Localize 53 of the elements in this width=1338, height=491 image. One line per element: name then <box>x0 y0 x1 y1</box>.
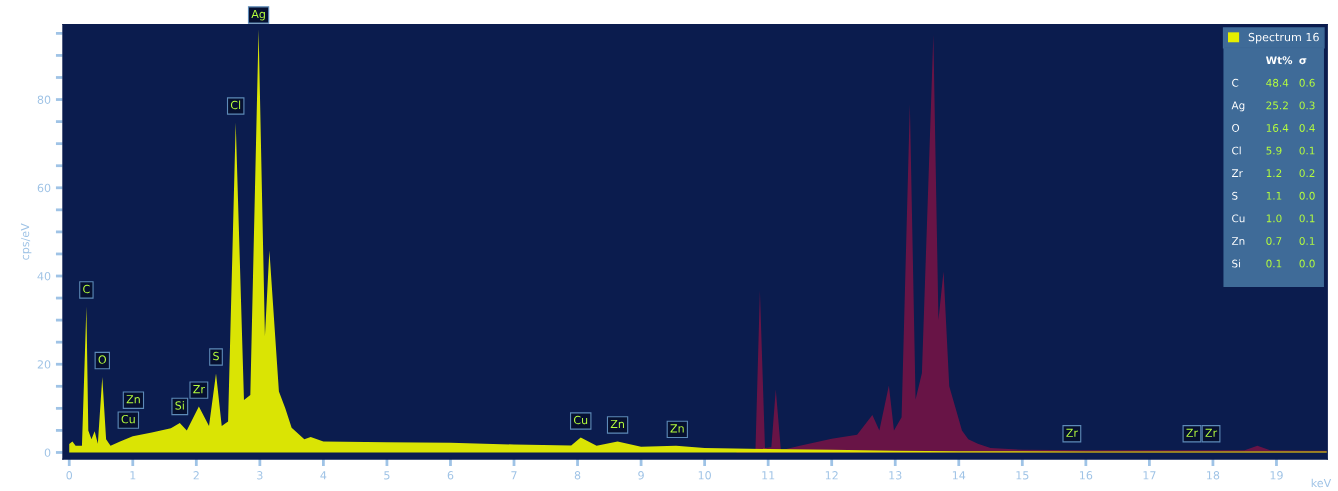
x-tick-label: 16 <box>1080 471 1093 480</box>
annotation: Wt% σ <box>1265 56 1307 65</box>
y-tick-label: 40 <box>37 271 51 281</box>
text: Zr 1.2 0.2 <box>1231 169 1315 178</box>
x-tick-label: 19 <box>1270 471 1283 480</box>
annotation: O <box>98 355 107 364</box>
x-tick-label: 12 <box>825 471 838 480</box>
y-tick-label: 60 <box>37 183 51 193</box>
annotation: C <box>83 284 90 294</box>
x-tick-label: 4 <box>320 471 327 480</box>
text: Cu 1.0 0.1 <box>1232 214 1315 223</box>
legend-label: Spectrum 16 <box>1248 32 1319 44</box>
annotation: Zn <box>670 424 684 433</box>
text: O 16.4 0.4 <box>1232 124 1315 132</box>
x-tick-label: 10 <box>698 471 711 480</box>
annotation: Zn <box>610 419 624 429</box>
x-tick-label: 6 <box>447 471 454 480</box>
x-tick-label: 9 <box>638 471 644 480</box>
x-tick-label: 8 <box>574 471 581 480</box>
annotation: Zr <box>193 385 205 394</box>
x-tick-label: 7 <box>511 471 517 480</box>
annotation: Zr <box>1205 428 1218 437</box>
annotation: Si <box>175 401 184 410</box>
x-tick-label: 0 <box>66 471 73 480</box>
x-tick-label: 1 <box>130 471 136 480</box>
text: Ag 25.2 0.3 <box>1231 101 1315 112</box>
annotation: Cu <box>121 414 135 424</box>
x-tick-label: 13 <box>889 471 902 480</box>
x-tick-label: 11 <box>762 471 775 480</box>
annotation: S <box>213 351 219 361</box>
x-tick-label: 17 <box>1143 471 1156 480</box>
x-tick-label: 2 <box>193 471 199 480</box>
annotation: Ag <box>251 9 265 21</box>
annotation: Zr <box>1186 428 1199 437</box>
x-tick-label: 18 <box>1207 471 1220 480</box>
x-tick-label: 14 <box>952 471 966 480</box>
annotation: Cl <box>230 100 241 110</box>
x-tick-label: 15 <box>1016 471 1029 480</box>
x-tick-label: 5 <box>384 471 390 480</box>
y-tick-label: 0 <box>44 448 51 457</box>
x-tick-label: 3 <box>257 471 263 480</box>
text: S 1.1 0.0 <box>1232 191 1315 200</box>
text: Si 0.1 0.0 <box>1232 259 1315 268</box>
y-axis-title: cps/eV <box>20 223 32 260</box>
text: Cl 5.9 0.1 <box>1232 146 1315 155</box>
annotation: Zn <box>126 395 140 404</box>
y-tick-label: 80 <box>37 95 51 104</box>
text: Zn 0.7 0.1 <box>1231 237 1315 245</box>
y-tick-label: 20 <box>37 360 51 369</box>
text: C 48.4 0.6 <box>1232 78 1315 87</box>
x-axis-title: keV <box>1311 478 1332 488</box>
annotation: Cu <box>573 415 588 425</box>
annotation: Zr <box>1066 428 1078 437</box>
